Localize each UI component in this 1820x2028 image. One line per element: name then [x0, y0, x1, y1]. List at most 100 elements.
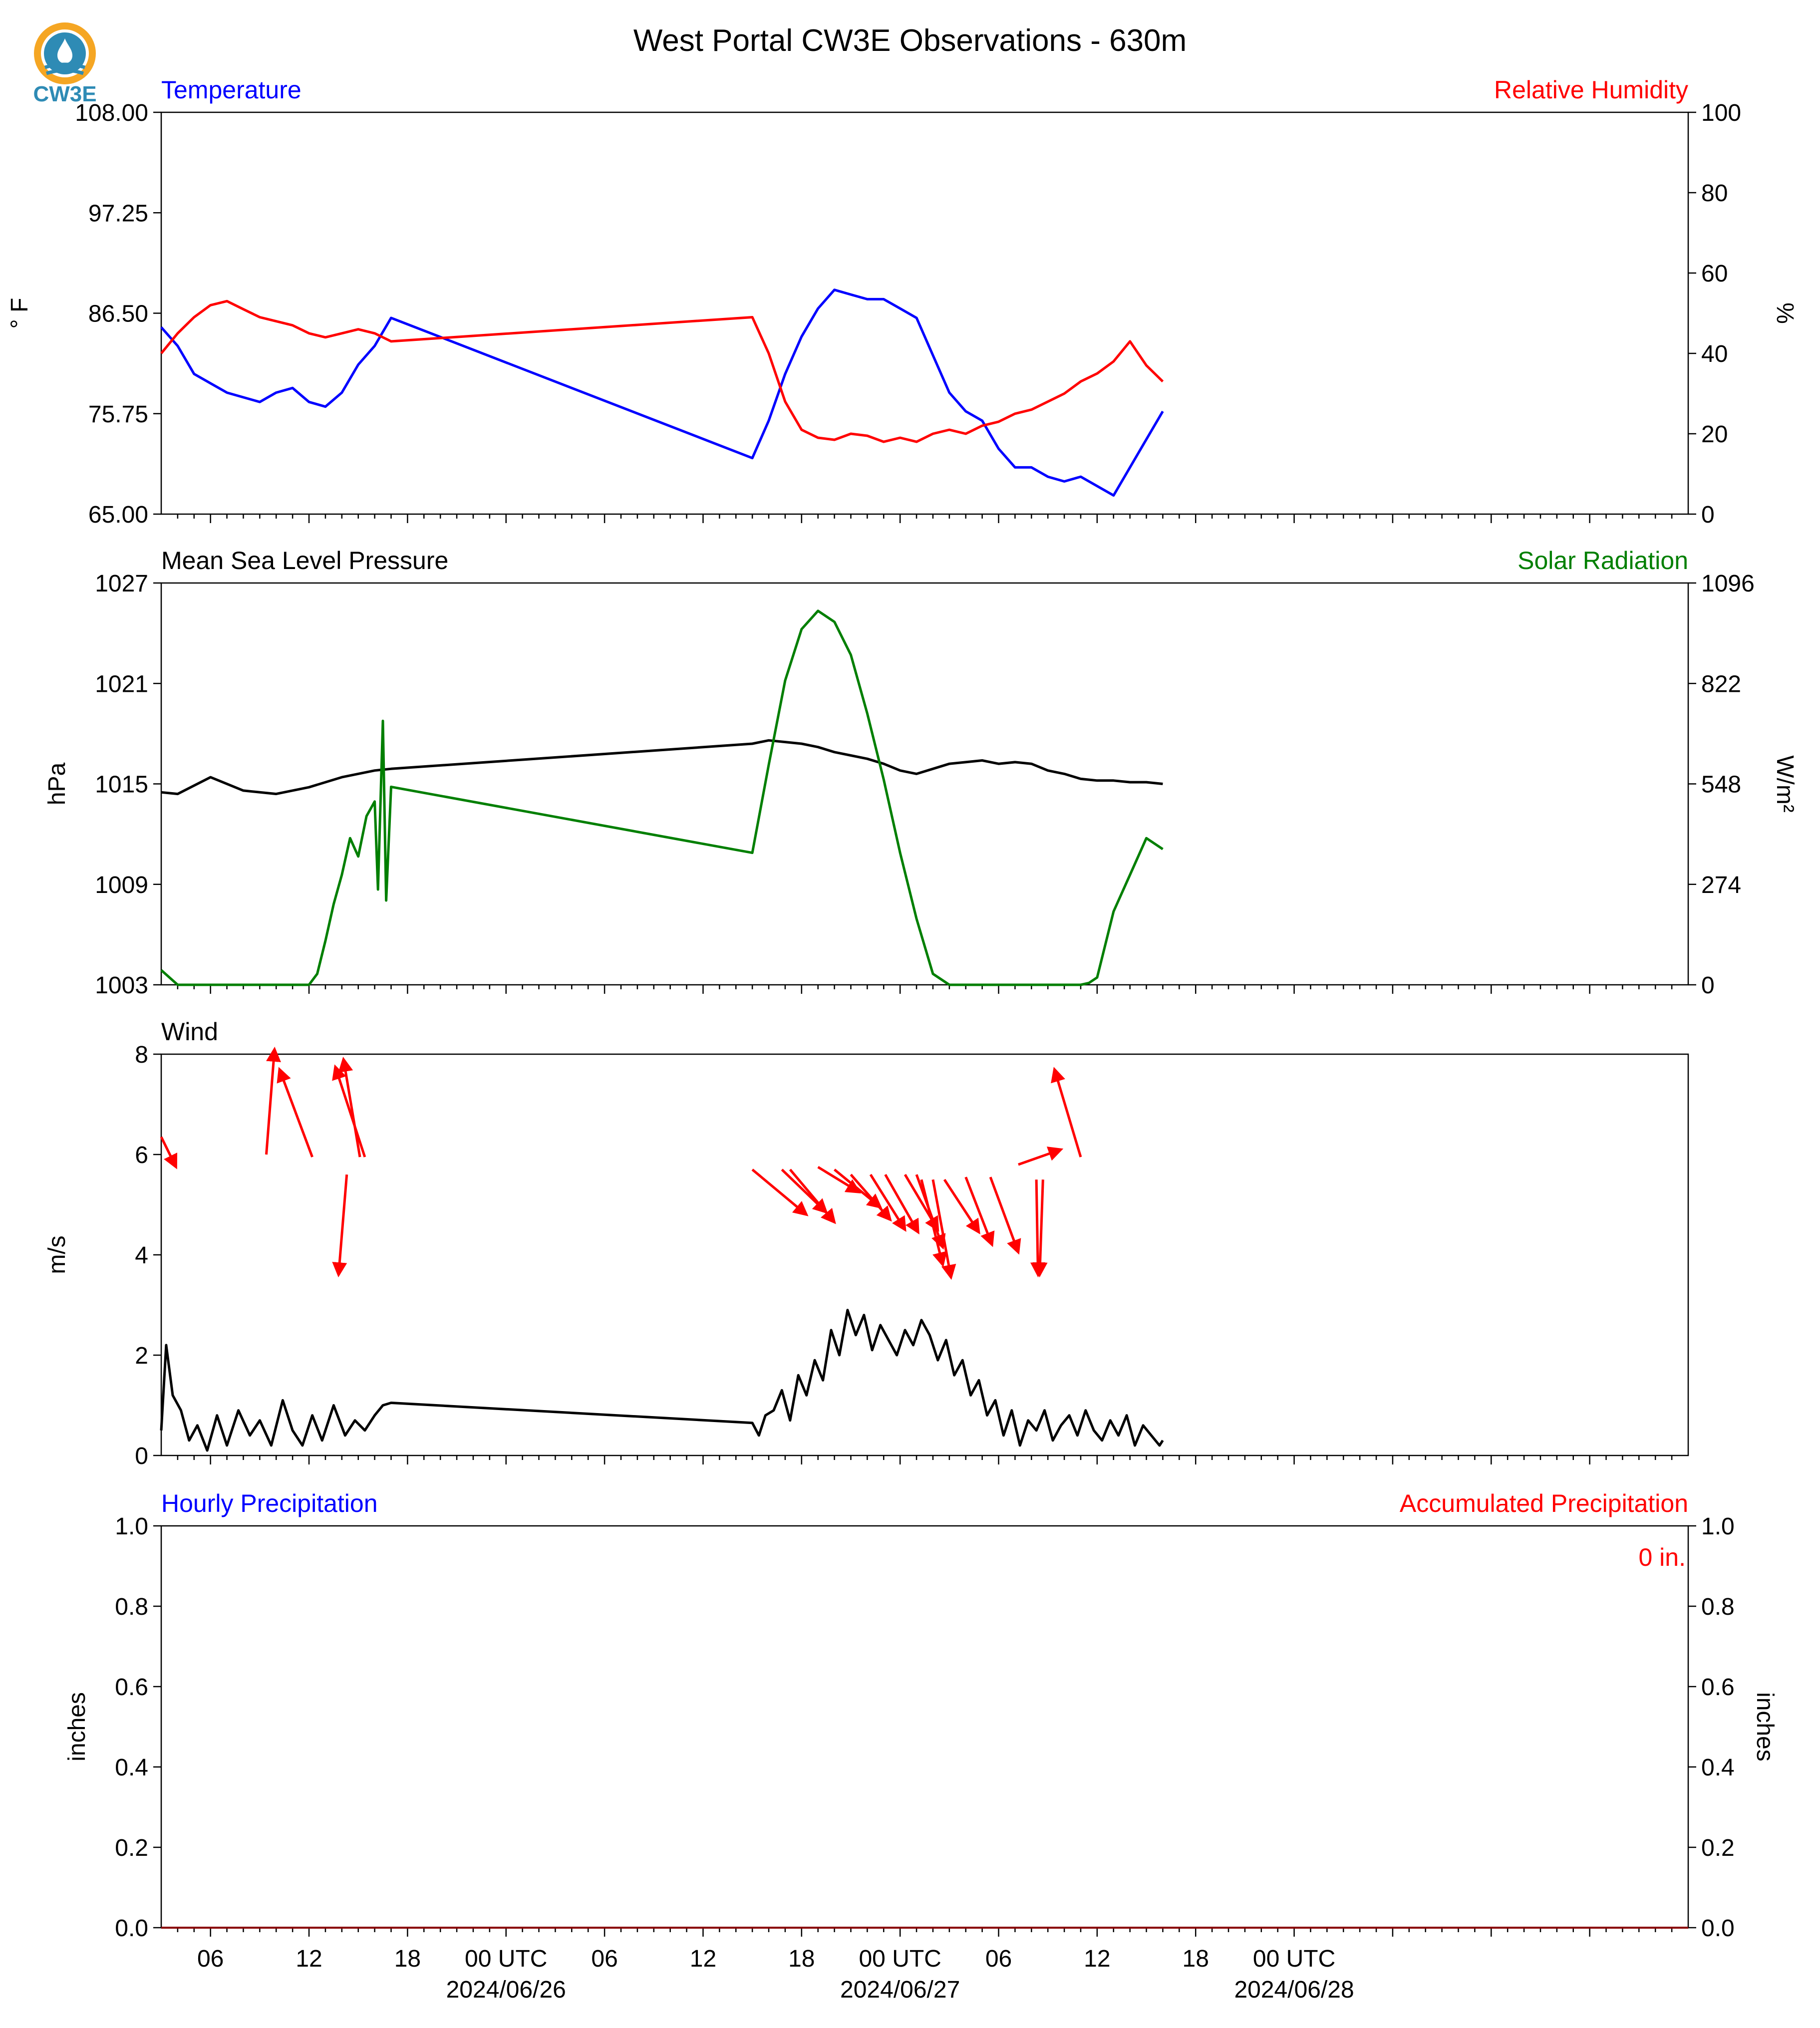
x-tick-label: 18: [394, 1946, 421, 1972]
wind-arrow: [850, 1173, 892, 1222]
y-axis-label-right: %: [1772, 302, 1798, 324]
y-tick-label-left: 65.00: [88, 502, 148, 528]
y-tick-label-left: 0.0: [115, 1915, 148, 1942]
wind-arrow: [884, 1173, 919, 1235]
x-tick-label: 12: [296, 1946, 322, 1972]
series-line-relative-humidity: [160, 299, 1164, 443]
wind-arrow: [160, 1136, 178, 1169]
plot-frame: [160, 582, 1689, 986]
y-axis-label-right: inches: [1752, 1692, 1778, 1761]
wind-arrow: [943, 1178, 980, 1234]
series-line-solar-radiation: [160, 609, 1164, 986]
accumulated-precip-total: 0 in.: [1638, 1543, 1686, 1571]
y-tick-label-right: 0: [1701, 502, 1715, 528]
y-tick-label-left: 4: [135, 1242, 148, 1269]
wind-arrow: [1051, 1067, 1082, 1158]
plot-frame: [160, 1525, 1689, 1929]
wind-arrow: [989, 1176, 1021, 1255]
y-axis-label-left: hPa: [44, 762, 70, 805]
wind-arrow: [964, 1176, 995, 1247]
wind-arrow: [789, 1168, 836, 1224]
wind-arrow: [332, 1174, 348, 1278]
wind-arrow: [332, 1064, 366, 1158]
plot-frame: [160, 1053, 1689, 1456]
y-tick-label-right: 0.8: [1701, 1594, 1735, 1620]
y-tick-label-left: 75.75: [88, 401, 148, 428]
panel-title-left: Temperature: [161, 76, 302, 104]
y-tick-label-left: 1009: [95, 872, 148, 898]
wind-arrow: [277, 1067, 313, 1158]
panel-pressure-solar: Mean Sea Level Pressure Solar Radiation 10…: [44, 547, 1798, 999]
y-tick-label-left: 0.6: [115, 1674, 148, 1701]
y-tick-label-left: 0: [135, 1443, 148, 1469]
y-tick-label-left: 1003: [95, 972, 148, 999]
y-tick-label-right: 274: [1701, 872, 1741, 898]
y-tick-label-right: 822: [1701, 671, 1741, 697]
x-tick-date-label: 2024/06/28: [1234, 1977, 1354, 2003]
y-tick-label-left: 1015: [95, 772, 148, 798]
x-tick-label: 06: [591, 1946, 617, 1972]
panel-temperature-humidity: Temperature Relative Humidity 65.00 75.75 86…: [6, 76, 1798, 528]
wind-arrow: [265, 1046, 281, 1155]
y-tick-label-left: 97.25: [88, 200, 148, 227]
wind-arrow: [817, 1165, 862, 1193]
panel-title-right: Relative Humidity: [1494, 76, 1688, 104]
wind-arrow: [1030, 1179, 1046, 1278]
y-tick-label-right: 0: [1701, 972, 1715, 999]
panel-precipitation: Hourly Precipitation Accumulated Precipit…: [64, 1489, 1778, 2003]
plot-frame: [160, 111, 1689, 515]
logo-text: CW3E: [33, 82, 96, 105]
y-tick-label-right: 1096: [1701, 571, 1755, 597]
panel-title-left: Mean Sea Level Pressure: [161, 547, 448, 575]
x-tick-label: 12: [1084, 1946, 1110, 1972]
y-tick-label-left: 1.0: [115, 1513, 148, 1540]
wind-arrow: [751, 1168, 809, 1216]
y-tick-label-right: 0.2: [1701, 1835, 1735, 1861]
y-tick-label-right: 80: [1701, 180, 1728, 207]
x-tick-label: 12: [690, 1946, 716, 1972]
y-tick-label-right: 0.0: [1701, 1915, 1735, 1942]
wind-arrow: [1018, 1147, 1064, 1166]
y-tick-label-left: 0.8: [115, 1594, 148, 1620]
wind-arrow: [1032, 1179, 1048, 1278]
y-tick-label-right: 20: [1701, 421, 1728, 448]
y-tick-label-left: 6: [135, 1142, 148, 1168]
y-tick-label-left: 1021: [95, 671, 148, 697]
y-tick-label-left: 108.00: [75, 100, 148, 126]
x-tick-date-label: 2024/06/27: [840, 1977, 960, 2003]
y-tick-label-left: 86.50: [88, 301, 148, 327]
y-tick-label-right: 0.6: [1701, 1674, 1735, 1701]
x-tick-label: 18: [1183, 1946, 1209, 1972]
y-tick-label-right: 548: [1701, 772, 1741, 798]
y-tick-label-right: 60: [1701, 261, 1728, 287]
y-axis-label-right: W/m²: [1772, 755, 1798, 813]
wind-arrow: [931, 1179, 956, 1280]
series-line-mean-sea-level-pressure: [161, 739, 1163, 796]
series-line-temperature: [160, 289, 1164, 497]
y-tick-label-right: 1.0: [1701, 1513, 1735, 1540]
y-tick-label-left: 2: [135, 1343, 148, 1369]
x-tick-label: 06: [197, 1946, 224, 1972]
x-tick-label: 00 UTC: [859, 1946, 941, 1972]
panel-wind: Wind 0 2 4 6 8 m/s: [44, 1018, 1689, 1469]
y-axis-label-left: m/s: [44, 1235, 70, 1274]
y-tick-label-right: 0.4: [1701, 1754, 1735, 1781]
y-tick-label-right: 40: [1701, 341, 1728, 367]
x-tick-label: 00 UTC: [1253, 1946, 1335, 1972]
x-tick-label: 18: [788, 1946, 815, 1972]
y-tick-label-right: 100: [1701, 100, 1741, 126]
wind-arrow: [920, 1179, 947, 1267]
x-tick-date-label: 2024/06/26: [446, 1977, 566, 2003]
y-tick-label-left: 0.4: [115, 1754, 148, 1781]
y-axis-label-left: inches: [64, 1692, 90, 1761]
x-tick-label: 00 UTC: [465, 1946, 547, 1972]
cw3e-logo: CW3E: [27, 17, 102, 106]
panel-title-left: Hourly Precipitation: [161, 1489, 378, 1517]
chart-title: West Portal CW3E Observations - 630m: [633, 23, 1187, 58]
panel-title-right: Solar Radiation: [1517, 547, 1688, 575]
y-tick-label-left: 1027: [95, 571, 148, 597]
x-tick-label: 06: [985, 1946, 1012, 1972]
y-axis-label-left: ° F: [6, 298, 33, 329]
series-line-wind: [160, 1309, 1164, 1452]
